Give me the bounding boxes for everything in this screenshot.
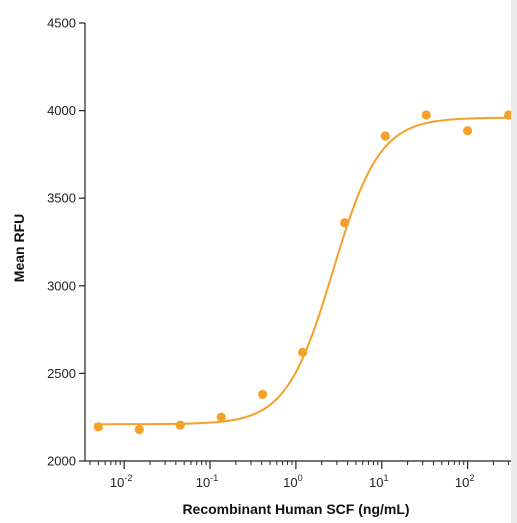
data-point bbox=[421, 110, 431, 120]
x-tick-label: 101 bbox=[369, 473, 388, 490]
x-tick-label: 100 bbox=[283, 473, 302, 490]
axes: 2000 2500 3000 3500 4000 4500 10-2 10-1 100 101 10… bbox=[47, 16, 511, 490]
y-tick-label: 3500 bbox=[47, 191, 76, 206]
x-tick-label: 10-1 bbox=[196, 473, 218, 490]
y-axis-title: Mean RFU bbox=[11, 214, 27, 282]
data-point bbox=[340, 218, 350, 228]
y-tick-label: 2500 bbox=[47, 366, 76, 381]
x-axis-title: Recombinant Human SCF (ng/mL) bbox=[182, 501, 409, 517]
data-point bbox=[134, 424, 144, 435]
data-point bbox=[216, 412, 226, 422]
x-tick-label: 102 bbox=[455, 473, 474, 490]
fit-curve-layer bbox=[94, 116, 510, 426]
fit-curve bbox=[94, 116, 510, 426]
data-points bbox=[93, 110, 511, 435]
data-point bbox=[258, 389, 268, 400]
y-tick-label: 3000 bbox=[47, 278, 76, 293]
data-point bbox=[380, 131, 390, 141]
data-point bbox=[93, 422, 103, 432]
data-point bbox=[175, 420, 185, 430]
data-point bbox=[298, 347, 308, 357]
y-tick-label: 4000 bbox=[47, 103, 76, 118]
y-tick-label: 2000 bbox=[47, 454, 76, 469]
y-tick-label: 4500 bbox=[47, 16, 76, 31]
x-tick-label: 10-2 bbox=[110, 473, 132, 490]
data-point bbox=[503, 110, 511, 120]
right-edge-strip bbox=[511, 0, 517, 523]
data-point bbox=[463, 126, 473, 136]
